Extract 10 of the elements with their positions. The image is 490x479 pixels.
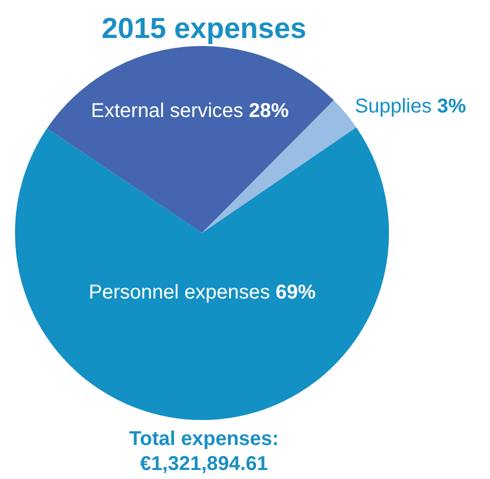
data-label: 28% [248, 100, 290, 122]
slice-label: Supplies [354, 96, 438, 118]
text: Total expenses: €1,321,894.61 [129, 428, 279, 475]
pie-slice [46, 46, 334, 233]
slice-label: Personnel expenses [88, 282, 276, 304]
data-label: 69% [276, 282, 316, 304]
chart-title: 2015 expenses [102, 13, 306, 45]
pie-slice [15, 127, 389, 420]
data-label: 3% [437, 96, 466, 118]
slice-label: External services [90, 100, 249, 122]
